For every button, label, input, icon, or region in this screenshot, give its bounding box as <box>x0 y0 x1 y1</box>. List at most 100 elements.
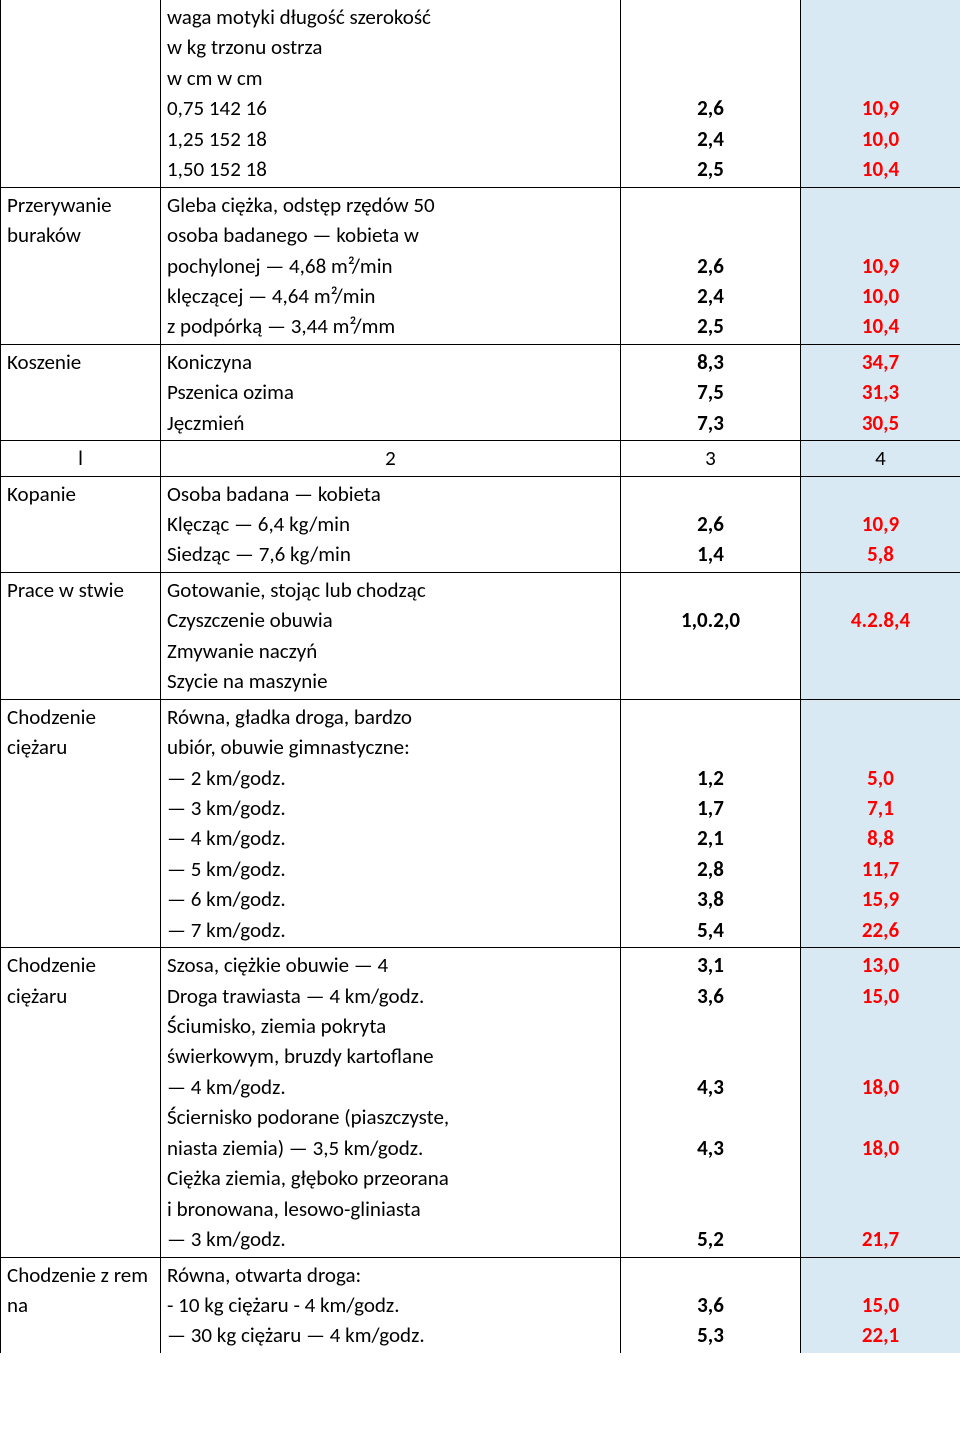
row-label: Prace w stwie <box>1 572 161 699</box>
value-cell <box>807 666 954 696</box>
value-cell: 2,4 <box>627 124 794 154</box>
value-cell <box>627 32 794 62</box>
value-col-4: 10,910,010,4 <box>801 0 960 187</box>
value-cell: 7,3 <box>627 408 794 438</box>
value-cell <box>627 575 794 605</box>
row-label: Chodzenie ciężaru <box>1 699 161 948</box>
value-col-3: 2,62,42,5 <box>621 187 801 344</box>
value-cell: 7,1 <box>807 793 954 823</box>
value-col-3: 8,37,57,3 <box>621 344 801 440</box>
description-line: Klęcząc — 6,4 kg/min <box>167 509 614 539</box>
description-line: — 7 km/godz. <box>167 915 614 945</box>
row-description: Szosa, ciężkie obuwie — 4Droga trawiasta… <box>161 948 621 1257</box>
row-label: Chodzenie z rem na <box>1 1257 161 1353</box>
table-row: Przerywanie burakówGleba ciężka, odstęp … <box>1 187 960 344</box>
value-cell <box>807 636 954 666</box>
description-line: Droga trawiasta — 4 km/godz. <box>167 981 614 1011</box>
description-line: — 6 km/godz. <box>167 884 614 914</box>
value-col-3: 2,62,42,5 <box>621 0 801 187</box>
value-cell: 7,5 <box>627 377 794 407</box>
description-line: Ściernisko podorane (piaszczyste, <box>167 1102 614 1132</box>
description-line: pochylonej — 4,68 m²/min <box>167 251 614 281</box>
description-line: — 3 km/godz. <box>167 1224 614 1254</box>
value-cell: 3,6 <box>627 981 794 1011</box>
value-cell: 1,0.2,0 <box>627 605 794 635</box>
value-cell: 4.2.8,4 <box>807 605 954 635</box>
row-label: Kopanie <box>1 476 161 572</box>
value-col-3: 2,61,4 <box>621 476 801 572</box>
description-line: — 4 km/godz. <box>167 823 614 853</box>
value-cell <box>627 63 794 93</box>
value-col-4: 5,07,18,811,715,922,6 <box>801 699 960 948</box>
description-line: z podpórką — 3,44 m²/mm <box>167 311 614 341</box>
value-cell: 10,0 <box>807 281 954 311</box>
description-line: Ściumisko, ziemia pokryta <box>167 1011 614 1041</box>
description-line: Równa, otwarta droga: <box>167 1260 614 1290</box>
row-description: Równa, otwarta droga:- 10 kg ciężaru - 4… <box>161 1257 621 1353</box>
description-line: ubiór, obuwie gimnastyczne: <box>167 732 614 762</box>
description-line: — 3 km/godz. <box>167 793 614 823</box>
value-cell: 8,8 <box>807 823 954 853</box>
row-description: Gotowanie, stojąc lub chodzącCzyszczenie… <box>161 572 621 699</box>
description-line: Jęczmień <box>167 408 614 438</box>
value-cell: 5,4 <box>627 915 794 945</box>
value-col-3: 1,0.2,0 <box>621 572 801 699</box>
description-line: Pszenica ozima <box>167 377 614 407</box>
description-line: niasta ziemia) — 3,5 km/godz. <box>167 1133 614 1163</box>
value-cell: 4,3 <box>627 1133 794 1163</box>
description-line: waga motyki długość szerokość <box>167 2 614 32</box>
value-cell: 1,7 <box>627 793 794 823</box>
value-cell: 2,6 <box>627 93 794 123</box>
description-line: — 5 km/godz. <box>167 854 614 884</box>
description-line: Szycie na maszynie <box>167 666 614 696</box>
value-cell: 2,4 <box>627 281 794 311</box>
value-cell: 1,4 <box>627 539 794 569</box>
row-description: Równa, gładka droga, bardzoubiór, obuwie… <box>161 699 621 948</box>
value-cell <box>627 1163 794 1193</box>
table-row: Chodzenie ciężaruSzosa, ciężkie obuwie —… <box>1 948 960 1257</box>
description-line: Czyszczenie obuwia <box>167 605 614 635</box>
value-col-4: 15,022,1 <box>801 1257 960 1353</box>
description-line: i bronowana, lesowo-gliniasta <box>167 1194 614 1224</box>
row-description: KoniczynaPszenica ozimaJęczmień <box>161 344 621 440</box>
value-cell <box>807 1194 954 1224</box>
header-cell: 4 <box>801 441 960 476</box>
value-cell <box>807 479 954 509</box>
value-cell <box>807 1011 954 1041</box>
value-cell: 3,6 <box>627 1290 794 1320</box>
value-cell: 2,6 <box>627 251 794 281</box>
value-cell: 2,6 <box>627 509 794 539</box>
value-cell <box>627 190 794 220</box>
description-line: w cm w cm <box>167 63 614 93</box>
value-cell: 3,1 <box>627 950 794 980</box>
value-cell <box>627 1194 794 1224</box>
value-col-4: 4.2.8,4 <box>801 572 960 699</box>
description-line: świerkowym, bruzdy kartoflane <box>167 1041 614 1071</box>
table-row: Prace w stwieGotowanie, stojąc lub chodz… <box>1 572 960 699</box>
value-cell: 8,3 <box>627 347 794 377</box>
value-cell: 10,4 <box>807 154 954 184</box>
table-row: Chodzenie z rem naRówna, otwarta droga:-… <box>1 1257 960 1353</box>
value-cell: 15,0 <box>807 981 954 1011</box>
description-line: Siedząc — 7,6 kg/min <box>167 539 614 569</box>
value-col-4: 34,731,330,5 <box>801 344 960 440</box>
value-cell <box>807 32 954 62</box>
value-cell <box>627 1260 794 1290</box>
value-cell <box>627 636 794 666</box>
description-line: — 2 km/godz. <box>167 763 614 793</box>
row-label: Przerywanie buraków <box>1 187 161 344</box>
value-cell <box>807 63 954 93</box>
value-cell <box>627 2 794 32</box>
header-cell: l <box>1 441 161 476</box>
value-cell <box>807 1041 954 1071</box>
value-cell: 2,1 <box>627 823 794 853</box>
value-cell: 10,9 <box>807 251 954 281</box>
value-col-3: 3,65,3 <box>621 1257 801 1353</box>
value-cell: 10,4 <box>807 311 954 341</box>
description-line: Równa, gładka droga, bardzo <box>167 702 614 732</box>
value-cell <box>807 190 954 220</box>
value-cell: 11,7 <box>807 854 954 884</box>
value-cell <box>627 702 794 732</box>
value-cell: 21,7 <box>807 1224 954 1254</box>
value-cell: 1,2 <box>627 763 794 793</box>
